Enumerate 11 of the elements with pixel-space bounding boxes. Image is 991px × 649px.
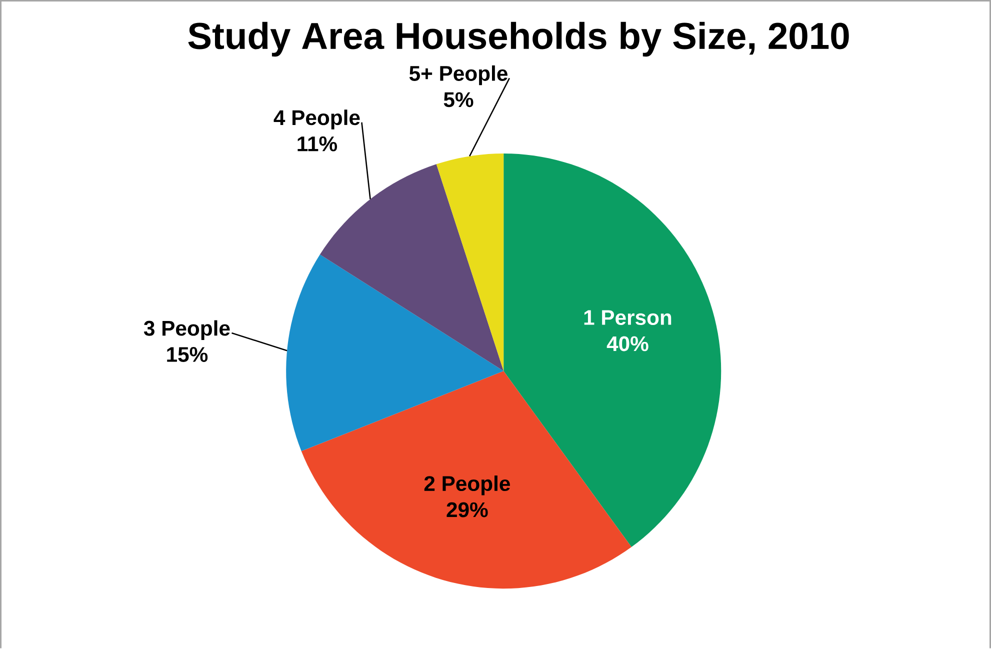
data-label: 29% xyxy=(446,502,488,518)
data-label: 15% xyxy=(167,347,208,362)
slice-label: 3 People xyxy=(144,320,230,340)
slice-label: 5+ People xyxy=(409,65,508,86)
data-label: 11% xyxy=(298,136,338,152)
data-label: 5% xyxy=(444,92,474,108)
slice-label: 2 People xyxy=(424,476,510,496)
slice-label: 4 People xyxy=(274,110,360,130)
chart-title: Study Area Households by Size, 2010 xyxy=(188,22,849,57)
data-label: 40% xyxy=(606,336,648,352)
slice-label: 1 Person xyxy=(584,310,672,325)
